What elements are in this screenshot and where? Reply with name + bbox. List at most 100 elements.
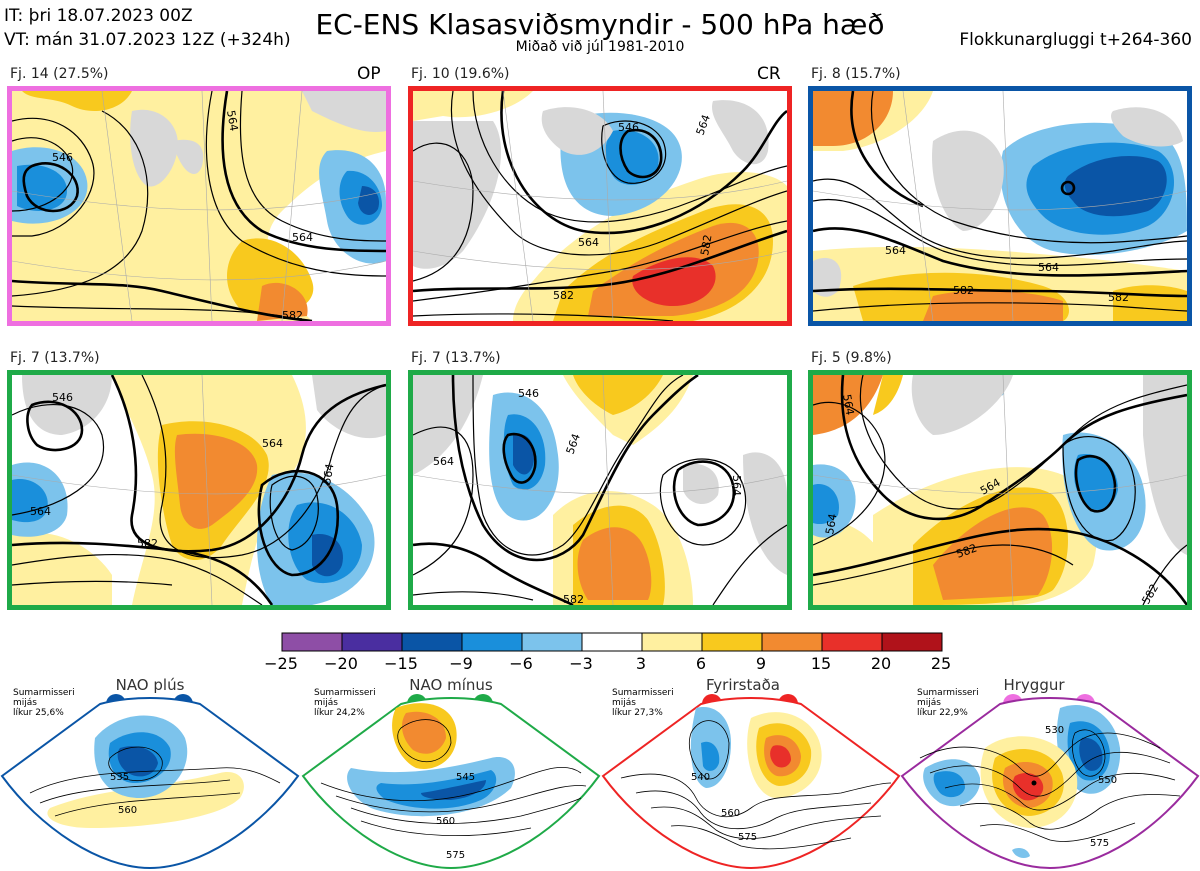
panel-5-label: Fj. 7 (13.7%) <box>411 350 501 366</box>
panel-3-label: Fj. 8 (15.7%) <box>811 66 901 82</box>
contour-label: 535 <box>110 772 129 783</box>
colorbar-swatch <box>461 632 523 652</box>
contour-label: 575 <box>738 832 757 843</box>
regime-map: 545 560 575 <box>301 697 601 870</box>
contour-label: 564 <box>433 455 454 468</box>
landmass <box>302 91 386 132</box>
panel-1-tag: OP <box>357 64 381 84</box>
colorbar-swatch <box>761 632 823 652</box>
contour-label: 564 <box>730 475 743 496</box>
anomaly-positive-mid <box>22 91 132 111</box>
map-field: 564 564 582 582 <box>813 91 1187 321</box>
contour-label: 582 <box>953 284 974 297</box>
contour-label: 560 <box>118 805 137 816</box>
contour-label: 546 <box>52 151 73 164</box>
colorbar-swatch <box>701 632 763 652</box>
landmass <box>130 109 178 187</box>
colorbar-swatch <box>821 632 883 652</box>
landmass <box>172 139 204 174</box>
contour-label: 545 <box>456 772 475 783</box>
contour-label: 560 <box>436 816 455 827</box>
panel-6-label: Fj. 5 (9.8%) <box>811 350 892 366</box>
contour-label: 546 <box>518 387 539 400</box>
colorbar-swatch <box>881 632 943 652</box>
regime-info: Sumarmisseri mijás líkur 22,9% <box>917 688 979 718</box>
page-title: EC-ENS Klasasviðsmyndir - 500 hPa hæð <box>315 8 885 41</box>
contour-label: 530 <box>1045 725 1064 736</box>
colorbar-tick-label: −25 <box>264 654 298 673</box>
cluster-map-3[interactable]: 564 564 582 582 <box>808 86 1192 326</box>
ridge-center-marker <box>1031 780 1037 786</box>
contour-label: 564 <box>320 463 336 486</box>
colorbar-tick-label: 3 <box>635 654 647 673</box>
anomaly-positive-weak <box>12 91 386 321</box>
colorbar-tick-label: −9 <box>449 654 473 673</box>
regime-info: Sumarmisseri mijás líkur 24,2% <box>314 688 376 718</box>
contour-label: 560 <box>721 808 740 819</box>
regime-name: Hryggur <box>1003 676 1065 694</box>
cluster-map-1[interactable]: 546 564 564 582 <box>7 86 391 326</box>
classification-window: Flokkunargluggi t+264-360 <box>959 30 1192 50</box>
panel-2-label: Fj. 10 (19.6%) <box>411 66 510 82</box>
regime-map: 530 550 575 <box>900 697 1200 870</box>
contour-label: 564 <box>262 437 283 450</box>
colorbar-tick-label: −20 <box>324 654 358 673</box>
map-field: 546 564 564 564 582 <box>12 375 386 605</box>
contour-label: 564 <box>1038 261 1059 274</box>
contour-label: 540 <box>691 772 710 783</box>
colorbar-tick-label: 9 <box>755 654 767 673</box>
contour-label: 564 <box>224 109 240 132</box>
initial-time: IT: þri 18.07.2023 00Z <box>4 6 193 26</box>
contour-label: 575 <box>1090 838 1109 849</box>
regime-map: 535 560 <box>0 697 300 870</box>
cluster-map-4[interactable]: 546 564 564 564 582 <box>7 370 391 610</box>
valid-time: VT: mán 31.07.2023 12Z (+324h) <box>4 30 291 50</box>
regime-info: Sumarmisseri mijás líkur 25,6% <box>13 688 75 718</box>
regime-name: NAO mínus <box>409 676 493 694</box>
contour-label: 564 <box>578 236 599 249</box>
colorbar-swatch <box>401 632 463 652</box>
contour-label: 582 <box>1108 291 1129 304</box>
colorbar-tick-label: 20 <box>870 654 892 673</box>
contour-label: 582 <box>553 289 574 302</box>
contour-label: 582 <box>137 537 158 550</box>
map-field: 546 564 564 564 582 <box>413 375 787 605</box>
map-field: 546 564 564 582 582 <box>413 91 787 321</box>
contour-label: 575 <box>446 850 465 861</box>
contour-label: 546 <box>618 121 639 134</box>
colorbar-swatch <box>281 632 343 652</box>
cluster-map-5[interactable]: 546 564 564 564 582 <box>408 370 792 610</box>
regime-name: Fyrirstaða <box>706 676 780 694</box>
colorbar-tick-label: 6 <box>695 654 707 673</box>
page-subtitle: Miðað við júl 1981-2010 <box>515 39 685 55</box>
colorbar-swatch <box>341 632 403 652</box>
contour-label: 564 <box>823 513 839 536</box>
colorbar-tick-label: −6 <box>509 654 533 673</box>
panel-2-tag: CR <box>757 64 781 84</box>
cluster-map-2[interactable]: 546 564 564 582 582 <box>408 86 792 326</box>
cluster-map-6[interactable]: 564 564 582 582 564 <box>808 370 1192 610</box>
contour-label: 546 <box>52 391 73 404</box>
contour-label: 564 <box>292 231 313 244</box>
colorbar-swatch <box>641 632 703 652</box>
anomaly-negative-strong <box>358 186 380 215</box>
contour-label: 564 <box>885 244 906 257</box>
contour-label: 582 <box>563 593 584 605</box>
anomaly-positive-strong <box>257 282 308 321</box>
contour-label: 582 <box>282 309 303 321</box>
panel-4-label: Fj. 7 (13.7%) <box>10 350 100 366</box>
colorbar-swatch <box>521 632 583 652</box>
regime-info: Sumarmisseri mijás líkur 27,3% <box>612 688 674 718</box>
anomaly-colorbar <box>281 632 943 652</box>
contour-label: 564 <box>840 393 856 416</box>
contour-label: 582 <box>698 234 714 257</box>
colorbar-swatch <box>581 632 643 652</box>
map-field: 546 564 564 582 <box>12 91 386 321</box>
contour-label: 564 <box>30 505 51 518</box>
colorbar-tick-label: −15 <box>384 654 418 673</box>
map-field: 564 564 582 582 564 <box>813 375 1187 605</box>
colorbar-tick-label: 25 <box>930 654 952 673</box>
colorbar-tick-label: −3 <box>569 654 593 673</box>
panel-1-label: Fj. 14 (27.5%) <box>10 66 109 82</box>
regime-map: 540 560 575 <box>601 697 901 870</box>
